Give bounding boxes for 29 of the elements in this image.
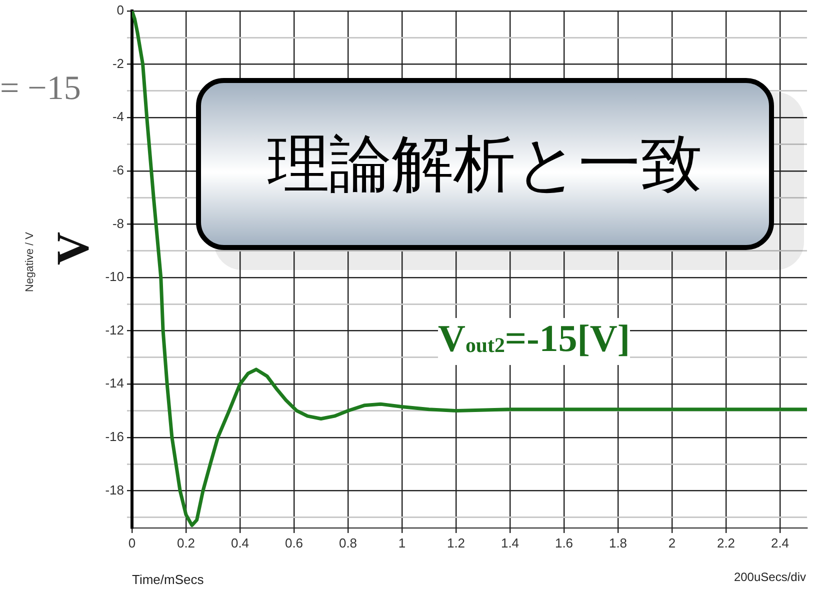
x-tick-label: 0 <box>128 535 136 550</box>
x-tick-label: 1.8 <box>608 535 628 550</box>
y-tick-label: -2 <box>112 56 124 71</box>
x-tick-label: 2.2 <box>716 535 736 550</box>
y-tick-label: -8 <box>112 216 124 231</box>
x-tick-label: 2.4 <box>770 535 790 550</box>
y-tick-label: -14 <box>105 376 124 391</box>
text: 200uSecs/div <box>734 570 806 584</box>
x-tick-label: 0.2 <box>176 535 196 550</box>
x-tick-label: 1.6 <box>554 535 574 550</box>
x-tick-label: 1 <box>398 535 406 550</box>
x-tick-label: 0.8 <box>338 535 358 550</box>
y-axis-title: V <box>46 232 100 266</box>
x-tick-label: 0.6 <box>284 535 304 550</box>
x-tick-label: 0.4 <box>230 535 250 550</box>
y-tick-label: -16 <box>105 428 124 444</box>
y-tick-label: -4 <box>112 109 124 124</box>
y-tick-label: -12 <box>105 322 124 338</box>
x-tick-label: 1.2 <box>446 535 466 550</box>
x-tick-label: 1.4 <box>500 535 520 550</box>
text: = −15 <box>0 70 81 108</box>
y-tick-label: -10 <box>105 269 124 284</box>
annotation: 理論解析と一致 <box>196 78 774 250</box>
y-tick-label: -6 <box>112 162 124 178</box>
text: Negative / V <box>24 232 36 292</box>
x-tick-label: 2 <box>668 535 676 550</box>
y-tick-label: -18 <box>105 482 124 498</box>
x-axis-title: Time/mSecs <box>132 572 204 587</box>
y-tick-label: 0 <box>116 2 124 18</box>
